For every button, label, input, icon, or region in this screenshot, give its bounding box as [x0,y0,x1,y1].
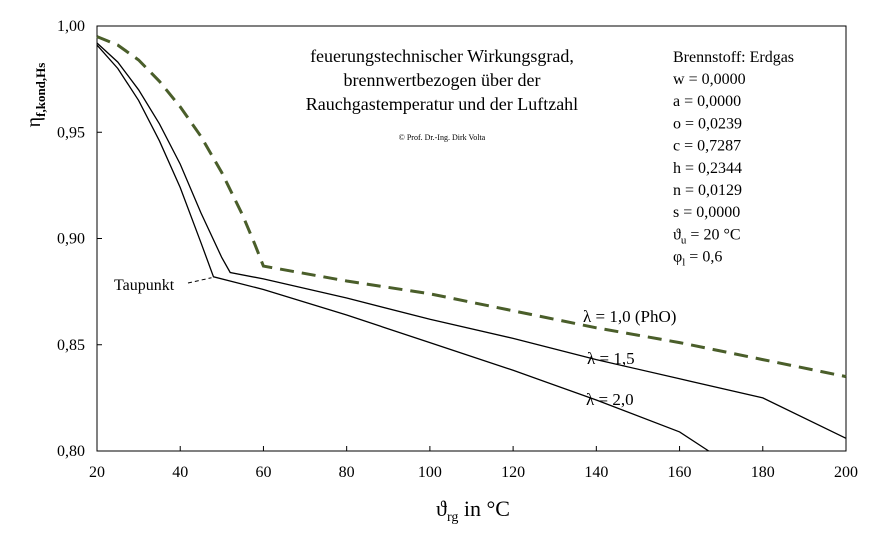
x-tick-label: 200 [834,464,858,481]
x-tick-label: 80 [339,464,355,481]
param-value: = 0,0000 [680,93,741,110]
x-tick-label: 40 [172,464,188,481]
fuel-param-row: o = 0,0239 [673,115,742,132]
series-labels: λ = 1,0 (PhO) λ = 1,5 λ = 2,0 [583,307,676,409]
param-symbol: w [673,71,685,88]
copyright-note: © Prof. Dr.-Ing. Dirk Volta [399,133,486,142]
chart-title-line-1: feuerungstechnischer Wirkungsgrad, [310,46,574,66]
series-line-2 [96,42,847,439]
fuel-heading: Brennstoff: Erdgas [673,49,794,66]
series-group [96,35,847,452]
series-label-2: λ = 1,5 [587,349,635,368]
param-symbol: ϑ [673,226,681,243]
param-subscript: u [681,234,687,246]
y-axis-label: ηf,kond,Hs [23,63,48,128]
x-tick-label: 140 [584,464,608,481]
fuel-param-row: s = 0,0000 [673,204,740,221]
param-subscript: l [682,257,685,269]
fuel-param-row: a = 0,0000 [673,93,741,110]
param-symbol: a [673,93,680,110]
x-tick-label: 180 [751,464,775,481]
y-tick-label: 1,00 [57,18,85,35]
x-tick-label: 20 [89,464,105,481]
fuel-param-row: ϑu = 20 °C [673,226,741,246]
x-tick-label: 60 [255,464,271,481]
param-symbol: o [673,115,681,132]
series-line-3 [96,44,710,452]
param-value: = 0,2344 [681,160,742,177]
y-tick-label: 0,80 [57,443,85,460]
param-symbol: c [673,138,680,155]
dewpoint-annotation: Taupunkt [114,277,212,294]
x-label-symbol: ϑ [436,496,447,521]
param-value: = 0,6 [685,249,722,266]
x-axis-label: ϑrg in °C [436,496,510,525]
chart-title-line-3: Rauchgastemperatur und der Luftzahl [306,94,578,114]
y-tick-label: 0,85 [57,337,85,354]
x-tick-label: 100 [418,464,442,481]
param-value: = 0,0129 [681,182,742,199]
fuel-param-row: φl = 0,6 [673,249,722,269]
dewpoint-leader-line [187,277,212,284]
param-symbol: h [673,160,681,177]
y-tick-label: 0,90 [57,231,85,248]
param-symbol: s [673,204,679,221]
x-label-subscript: rg [447,510,458,525]
param-value: = 20 °C [686,226,740,243]
x-label-unit: in °C [458,496,510,521]
fuel-param-row: n = 0,0129 [673,182,742,199]
series-line-1 [96,35,847,379]
param-symbol: n [673,182,681,199]
fuel-param-row: c = 0,7287 [673,138,741,155]
param-symbol: φ [673,249,682,266]
chart-title-line-2: brennwertbezogen über der [344,70,541,90]
x-tick-label: 160 [668,464,692,481]
series-label-1: λ = 1,0 (PhO) [583,307,676,326]
param-value: = 0,0239 [681,115,742,132]
param-value: = 0,0000 [679,204,740,221]
fuel-param-row: w = 0,0000 [673,71,746,88]
y-tick-label: 0,95 [57,124,85,141]
param-value: = 0,0000 [685,71,746,88]
x-tick-label: 120 [501,464,525,481]
series-label-3: λ = 2,0 [586,390,634,409]
y-label-symbol: η [23,117,45,127]
y-label-subscript: f,kond,Hs [33,63,48,117]
dewpoint-label: Taupunkt [114,277,175,294]
param-value: = 0,7287 [680,138,741,155]
axes: 20 40 60 80 100 120 140 160 180 200 0,80 0,85 0,90 0,… [57,18,858,481]
fuel-param-row: h = 0,2344 [673,160,742,177]
